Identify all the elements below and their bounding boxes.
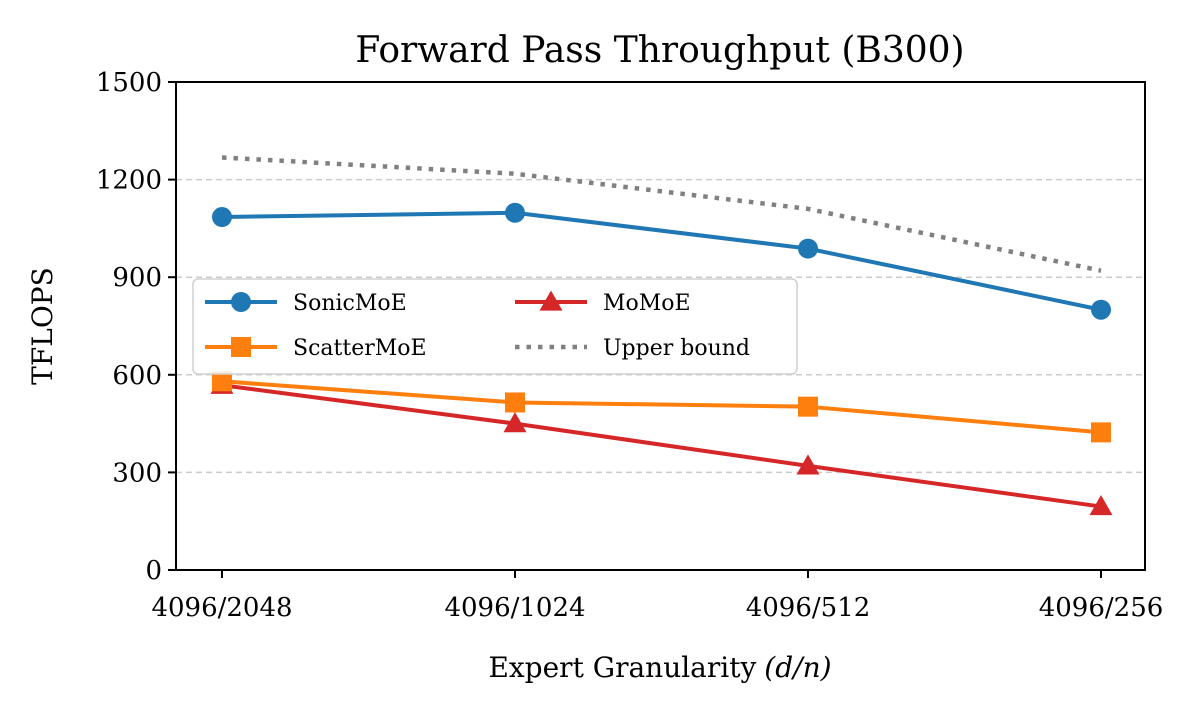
x-axis-label: Expert Granularity (d/n) [488, 651, 831, 684]
legend-marker-scattermoe [231, 337, 251, 357]
data-point-sonicmoe [505, 202, 525, 223]
x-axis-label-text: Expert Granularity [488, 651, 756, 684]
data-point-sonicmoe [1091, 299, 1111, 320]
series-line-momoe [221, 383, 1102, 509]
y-tick-label: 1500 [96, 68, 162, 98]
x-axis-label-math: (d/n) [764, 651, 831, 684]
legend: SonicMoE ScatterMoE MoMoE Upper bound [192, 278, 798, 375]
legend-label-sonicmoe: SonicMoE [293, 291, 407, 316]
series-line-scattermoe [221, 379, 1102, 435]
chart-title: Forward Pass Throughput (B300) [355, 30, 964, 71]
data-point-scattermoe [798, 396, 818, 417]
data-point-scattermoe [212, 371, 232, 392]
data-point-sonicmoe [798, 238, 818, 259]
x-tick-label: 4096/512 [746, 593, 871, 623]
x-tick-label: 4096/256 [1039, 593, 1164, 623]
legend-marker-sonicmoe [231, 292, 251, 312]
data-point-scattermoe [1091, 422, 1111, 443]
series-line-upper-bound [221, 155, 1102, 273]
legend-label-momoe: MoMoE [603, 291, 691, 316]
y-axis-ticks: 0 300 600 900 1200 1500 [96, 68, 176, 586]
x-axis-ticks: 4096/2048 4096/1024 4096/512 4096/256 [151, 570, 1163, 623]
legend-label-scattermoe: ScatterMoE [293, 336, 427, 361]
legend-marker-momoe [539, 290, 563, 311]
data-point-momoe [796, 454, 820, 475]
plot-frame [175, 81, 1146, 571]
y-tick-label: 300 [112, 458, 162, 488]
y-tick-label: 1200 [96, 166, 162, 196]
y-tick-label: 600 [112, 361, 162, 391]
data-point-sonicmoe [212, 207, 232, 228]
data-point-scattermoe [505, 392, 525, 413]
grid-lines [176, 178, 1145, 474]
legend-label-upper-bound: Upper bound [603, 336, 750, 361]
data-point-momoe [1089, 495, 1113, 516]
x-tick-label: 4096/1024 [444, 593, 585, 623]
series-line-sonicmoe [221, 210, 1102, 312]
y-axis-label: TFLOPS [26, 267, 59, 385]
data-point-momoe [503, 412, 527, 433]
x-tick-label: 4096/2048 [151, 593, 292, 623]
series-lines [221, 155, 1102, 509]
legend-box [192, 278, 798, 375]
y-tick-label: 900 [112, 263, 162, 293]
series-markers [210, 202, 1113, 516]
y-tick-label: 0 [145, 556, 162, 586]
